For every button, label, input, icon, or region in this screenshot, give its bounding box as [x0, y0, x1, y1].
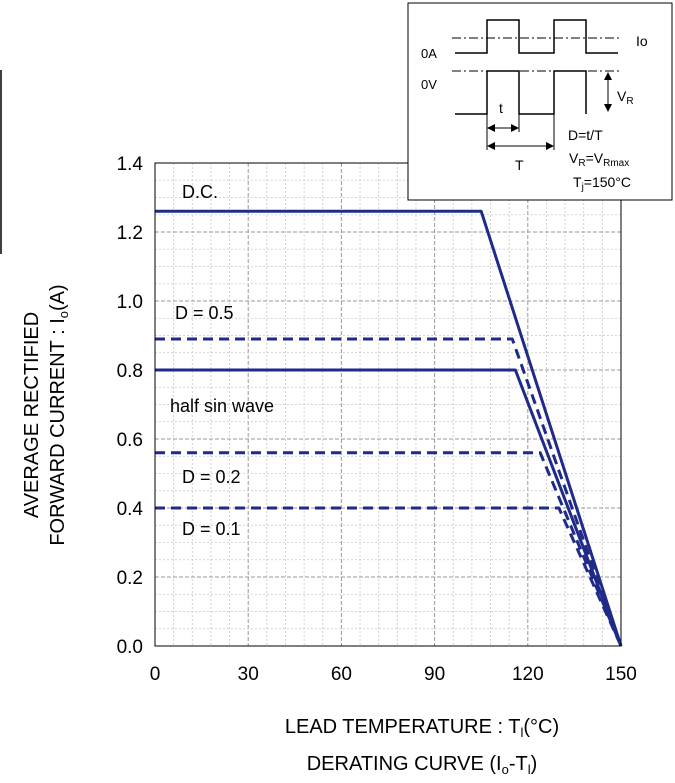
x-tick-label: 0: [150, 664, 161, 685]
inset-formula-vr: VR=VRmax: [569, 150, 629, 169]
y-tick-label: 0.2: [117, 568, 143, 589]
x-tick-label: 120: [512, 664, 544, 685]
y-tick-labels: 0.0 0.2 0.4 0.6 0.8 1.0 1.2 1.4: [117, 154, 144, 658]
annotation-dc: D.C.: [182, 182, 218, 202]
y-axis-label-line2: FORWARD CURRENT : Io(A): [47, 284, 71, 545]
x-tick-label: 30: [238, 664, 259, 685]
series-line-1: [155, 337, 623, 647]
inset-formula-tj: Tj=150°C: [573, 174, 631, 193]
waveform-inset: 0A 0V Io VR t T D=t/T VR=VRmax Tj=150°C: [407, 2, 673, 201]
inset-label-io: Io: [636, 33, 648, 49]
x-tick-labels: 0 30 60 90 120 150: [150, 664, 637, 685]
x-axis-label: LEAD TEMPERATURE : Tl(°C): [285, 716, 559, 740]
inset-label-0v: 0V: [421, 77, 437, 92]
vr-arrow-head-down: [604, 104, 612, 112]
y-tick-label: 1.4: [117, 154, 144, 175]
x-tick-label: 60: [331, 664, 352, 685]
y-tick-label: 0.4: [117, 499, 144, 520]
y-tick-label: 0.0: [117, 637, 143, 658]
y-tick-label: 0.6: [117, 430, 143, 451]
x-tick-label: 90: [424, 664, 445, 685]
y-axis-label: AVERAGE RECTIFIED FORWARD CURRENT : Io(A…: [21, 284, 71, 545]
x-tick-label: 150: [605, 664, 637, 685]
inset-label-vr: VR: [617, 88, 634, 107]
plot-frame: [154, 162, 622, 647]
series-line-4: [155, 506, 623, 647]
inset-label-t-big: T: [515, 157, 524, 173]
annotation-d05: D = 0.5: [175, 303, 234, 323]
y-tick-label: 1.2: [117, 223, 143, 244]
inset-label-t-small: t: [499, 100, 503, 116]
series-lines: [155, 209, 623, 647]
annotation-d02: D = 0.2: [182, 467, 241, 487]
annotation-half-sin: half sin wave: [170, 396, 274, 416]
annotation-d01: D = 0.1: [182, 519, 241, 539]
series-line-2: [155, 368, 623, 647]
series-line-0: [155, 209, 623, 647]
inset-frame: [407, 2, 673, 201]
inset-label-0a: 0A: [421, 46, 437, 61]
inset-formula-d: D=t/T: [568, 127, 603, 143]
y-tick-label: 1.0: [117, 292, 143, 313]
chart-title: DERATING CURVE (Io-Tl): [307, 753, 538, 777]
t-big-arrow-head-right: [546, 142, 554, 150]
t-big-arrow-head-left: [487, 142, 495, 150]
y-axis-label-line1: AVERAGE RECTIFIED: [21, 312, 43, 518]
vr-arrow-head-up: [604, 72, 612, 80]
t-small-arrow-head-right: [511, 124, 519, 132]
series-line-3: [155, 451, 623, 647]
t-small-arrow-head-left: [487, 124, 495, 132]
y-tick-label: 0.8: [117, 361, 143, 382]
current-waveform: [455, 19, 618, 54]
